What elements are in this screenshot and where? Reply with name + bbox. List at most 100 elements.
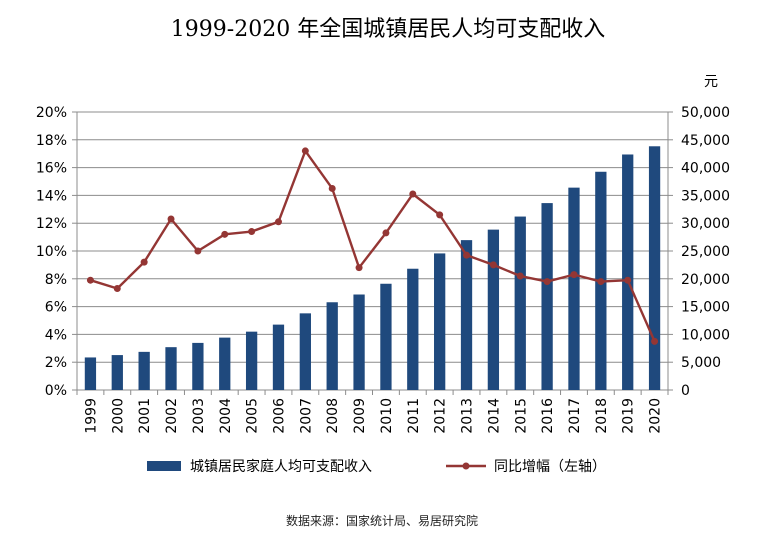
left-tick-label: 8% [45,272,67,288]
x-tick-label: 2000 [110,398,126,434]
line-point [274,218,282,226]
x-tick-label: 2010 [379,398,395,434]
x-tick-label: 2006 [271,398,287,434]
x-tick-label: 2019 [621,398,637,434]
bar [192,342,204,390]
line-point [597,278,605,286]
right-tick-label: 50,000 [681,105,730,121]
right-tick-label: 25,000 [681,244,730,260]
bar [407,268,419,390]
legend-bar-label: 城镇居民家庭人均可支配收入 [190,458,372,475]
bar [541,203,553,390]
right-tick-label: 40,000 [681,161,730,177]
bar [84,357,97,390]
line-point [113,285,121,293]
bar [434,253,446,390]
right-tick-label: 20,000 [681,272,730,288]
line-point [382,229,390,237]
bar [487,229,500,390]
bar [460,240,473,390]
line-point [543,278,551,286]
line-point [463,251,471,259]
left-tick-label: 0% [45,383,67,399]
bar [138,351,150,390]
x-tick-label: 2015 [513,398,529,434]
x-axis: 1999 2000 2001 2002 2003 2004 2005 2006 2007 2008… [76,390,669,434]
line-series [86,147,659,345]
left-tick-label: 14% [36,188,67,204]
growth-line [90,149,656,342]
x-tick-label: 2018 [594,398,610,434]
bar [380,283,392,390]
left-tick-label: 16% [36,161,67,177]
x-tick-label: 2017 [567,398,583,434]
source-note: 数据来源：国家统计局、易居研究院 [286,513,478,528]
x-tick-label: 2009 [352,398,368,434]
bar [165,347,177,390]
bar [326,302,338,390]
bar [568,187,580,390]
chart-title: 1999-2020 年全国城镇居民人均可支配收入 [171,17,605,42]
bar [353,294,365,390]
x-tick-label: 1999 [83,398,99,434]
line-point [489,261,497,269]
line-point [516,272,524,280]
right-tick-label: 45,000 [681,133,730,149]
line-point [409,190,417,198]
line-point [140,258,148,266]
legend-bar-swatch [147,461,181,471]
line-point [194,247,202,255]
bar [514,216,526,390]
bar [272,324,285,390]
left-tick-label: 10% [36,244,67,260]
bar [111,355,123,390]
line-point [624,276,632,284]
line-point [355,264,363,272]
left-tick-label: 18% [36,133,67,149]
bar [219,337,231,390]
bar [648,146,661,390]
right-tick-label: 10,000 [681,327,730,343]
x-tick-label: 2005 [245,398,261,434]
bar-series [84,146,661,390]
line-point [86,276,94,284]
x-tick-label: 2003 [191,398,207,434]
line-point [570,271,578,279]
line-point [328,184,336,192]
right-tick-label: 0 [681,383,690,399]
left-axis: 0% 2% 4% 6% 8% 10% 12% 14% 16% 18% 20% [36,105,78,399]
right-tick-label: 5,000 [681,355,721,371]
x-tick-label: 2004 [218,398,234,434]
legend: 城镇居民家庭人均可支配收入 同比增幅（左轴） [147,458,606,475]
right-tick-label: 15,000 [681,300,730,316]
legend-line-label: 同比增幅（左轴） [494,459,606,475]
x-tick-label: 2012 [433,398,449,434]
bar [299,313,311,390]
line-point [651,337,659,345]
line-point [248,228,256,236]
legend-line-marker [462,462,470,470]
left-tick-label: 20% [36,105,67,121]
right-axis: 0 5,000 10,000 15,000 20,000 25,000 30,000 35,0… [667,105,730,399]
left-tick-label: 2% [45,355,67,371]
left-tick-label: 4% [45,327,67,343]
left-tick-label: 12% [36,216,67,232]
left-tick-label: 6% [45,300,67,316]
line-point [167,215,175,223]
line-point [301,147,309,155]
x-tick-label: 2013 [460,398,476,434]
right-tick-label: 35,000 [681,188,730,204]
x-tick-label: 2011 [406,398,422,434]
bar [245,331,258,390]
bar [622,154,634,390]
x-tick-label: 2001 [137,398,153,434]
x-tick-label: 2008 [325,398,341,434]
line-point [436,211,444,219]
x-tick-label: 2014 [486,398,502,434]
x-tick-label: 2002 [164,398,180,434]
right-tick-label: 30,000 [681,216,730,232]
right-axis-unit: 元 [704,74,718,90]
x-tick-label: 2007 [298,398,314,434]
line-point [221,230,229,238]
